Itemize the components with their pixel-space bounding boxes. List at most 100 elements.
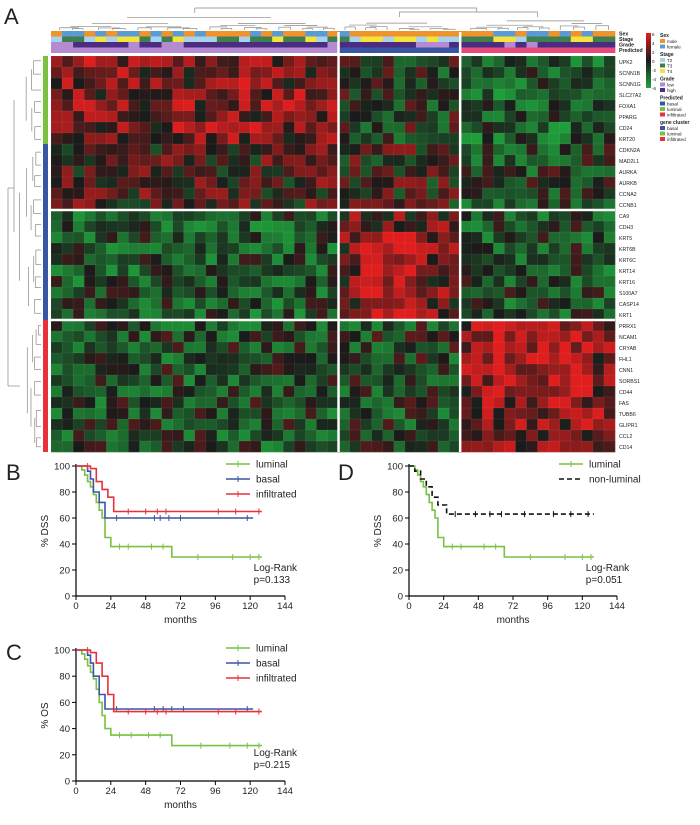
heatmap-cell [482, 309, 494, 321]
heatmap-cell [570, 287, 583, 299]
heatmap-cell [504, 243, 516, 255]
heatmap-cell [449, 309, 461, 321]
heatmap-cell [250, 441, 262, 453]
gene-label: CCNA2 [619, 192, 637, 198]
heatmap-cell [460, 397, 472, 409]
heatmap-cell [128, 155, 140, 167]
heatmap-cell [371, 254, 384, 266]
heatmap-cell [294, 133, 306, 145]
heatmap-cell [603, 78, 616, 90]
heatmap-cell [227, 155, 240, 167]
heatmap-cell [592, 155, 605, 167]
heatmap-cell [504, 155, 516, 167]
heatmap-cell [272, 430, 284, 442]
heatmap-cell [515, 232, 527, 244]
heatmap-cells [50, 55, 616, 453]
heatmap-cell [84, 67, 96, 79]
heatmap-cell [139, 408, 151, 420]
heatmap-cell [592, 298, 605, 310]
heatmap-cell [438, 210, 450, 222]
heatmap-cell [305, 210, 317, 222]
heatmap-cell [239, 188, 251, 200]
heatmap-cell [415, 166, 428, 178]
heatmap-cell [349, 287, 361, 299]
heatmap-cell [216, 386, 229, 398]
annotation-sex-cell [393, 31, 406, 37]
heatmap-cell [172, 320, 185, 332]
heatmap-cell [283, 353, 295, 365]
heatmap-cell [592, 386, 605, 398]
heatmap-cell [504, 210, 516, 222]
heatmap-cell [294, 375, 306, 387]
heatmap-cell [51, 265, 63, 277]
heatmap-cell [161, 265, 173, 277]
heatmap-cell [559, 342, 572, 354]
heatmap-cell [316, 67, 328, 79]
heatmap-cell [592, 375, 605, 387]
heatmap-cell [294, 353, 306, 365]
heatmap-cell [382, 419, 395, 431]
heatmap-cell [227, 309, 240, 321]
heatmap-cell [592, 232, 605, 244]
heatmap-cell [216, 100, 229, 112]
heatmap-cell [227, 342, 240, 354]
annotation-sex-cell [95, 31, 107, 37]
heatmap-cell [570, 254, 583, 266]
heatmap-cell [316, 243, 328, 255]
heatmap-cell [393, 441, 406, 453]
y-tick-label: 40 [59, 724, 70, 735]
heatmap-cell [51, 441, 63, 453]
heatmap-cell [438, 144, 450, 156]
heatmap-cell [393, 342, 406, 354]
annotation-label: Sex [619, 32, 628, 38]
heatmap-cell [460, 309, 472, 321]
heatmap-cell [139, 100, 151, 112]
heatmap-cell [382, 364, 395, 376]
heatmap-cell [216, 331, 229, 343]
heatmap-cell [382, 166, 395, 178]
heatmap-cell [415, 78, 428, 90]
heatmap-cell [327, 276, 339, 288]
heatmap-cell [172, 67, 185, 79]
annotation-predicted-cell [272, 47, 284, 53]
heatmap-cell [360, 122, 373, 134]
annotation-predicted-cell [570, 47, 583, 53]
heatmap-cell [139, 144, 151, 156]
x-tick-label: 120 [574, 601, 590, 612]
heatmap-cell [51, 298, 63, 310]
heatmap-cell [139, 210, 151, 222]
heatmap-cell [150, 331, 162, 343]
heatmap-cell [581, 287, 594, 299]
heatmap-cell [338, 144, 350, 156]
heatmap-cell [603, 276, 616, 288]
gene-label: CD24 [619, 126, 632, 132]
heatmap-cell [51, 188, 63, 200]
annotation-grade-cell [493, 42, 505, 48]
heatmap-cell [139, 419, 151, 431]
heatmap-cell [239, 56, 251, 68]
heatmap-cell [548, 265, 561, 277]
heatmap-cell [272, 353, 284, 365]
heatmap-cell [404, 441, 417, 453]
heatmap-cell [227, 254, 240, 266]
annotation-predicted-cell [194, 47, 207, 53]
heatmap-cell [504, 111, 516, 123]
heatmap-cell [95, 419, 107, 431]
heatmap-cell [548, 441, 561, 453]
heatmap-cell [261, 221, 273, 233]
heatmap-cell [603, 441, 616, 453]
heatmap-cell [570, 243, 583, 255]
annotation-stage-cell [460, 36, 472, 42]
heatmap-cell [161, 342, 173, 354]
heatmap-cell [404, 364, 417, 376]
heatmap-cell [227, 232, 240, 244]
heatmap-cell [205, 199, 218, 211]
heatmap-cell [404, 78, 417, 90]
heatmap-cell [139, 111, 151, 123]
heatmap-cell [559, 386, 572, 398]
heatmap-cell [73, 386, 85, 398]
heatmap-cell [172, 430, 185, 442]
heatmap-cell [504, 265, 516, 277]
gene-label: TUBB6 [619, 412, 636, 418]
heatmap-cell [570, 265, 583, 277]
